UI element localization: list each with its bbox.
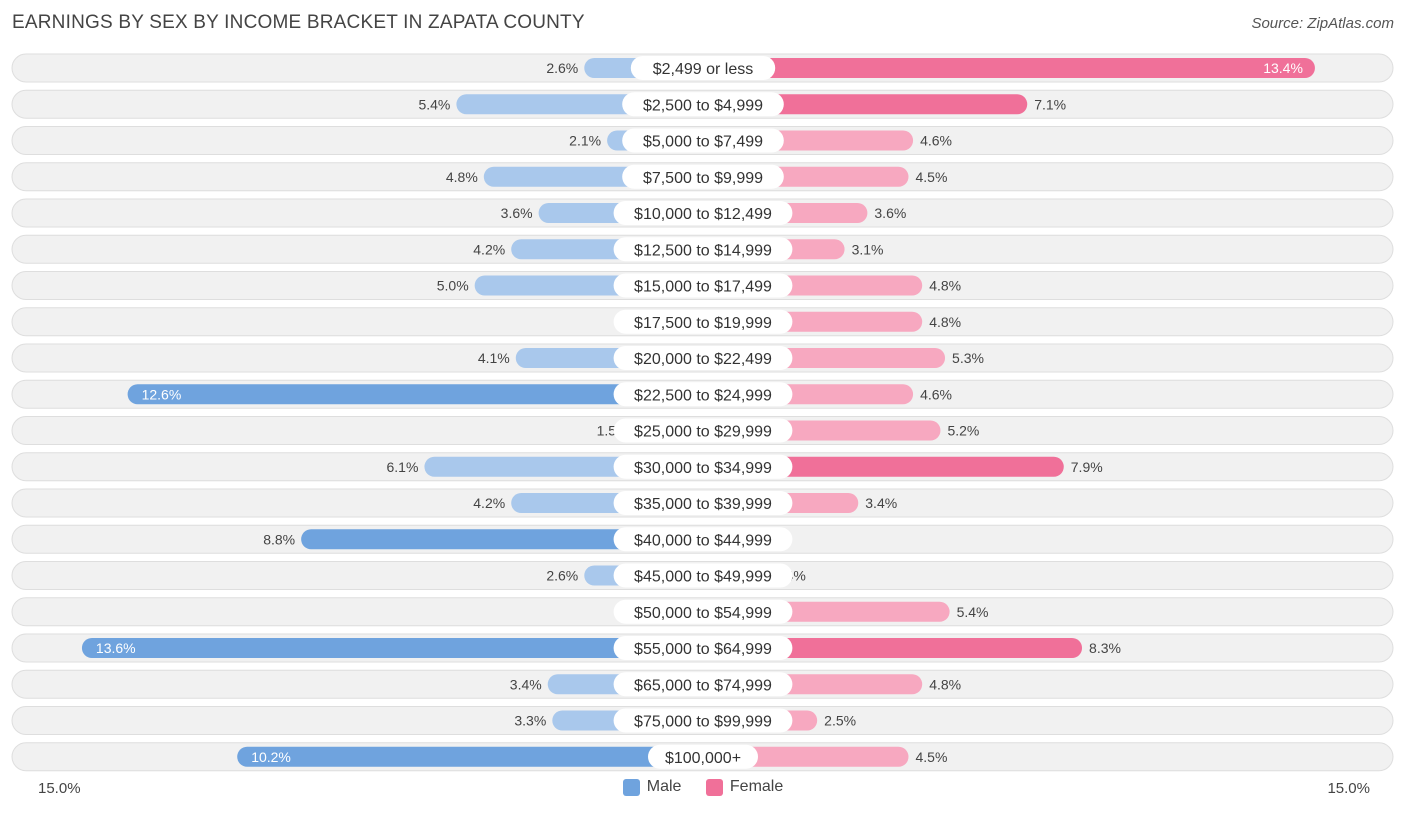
male-value-label: 5.0% — [437, 278, 469, 294]
male-value-label: 13.6% — [96, 640, 136, 656]
female-value-label: 4.8% — [929, 278, 961, 294]
male-value-label: 4.2% — [473, 241, 505, 257]
male-value-label: 3.4% — [510, 676, 542, 692]
male-value-label: 4.8% — [446, 169, 478, 185]
female-bar — [703, 638, 1083, 658]
female-bar — [703, 456, 1064, 477]
female-value-label: 8.3% — [1089, 640, 1121, 656]
category-label: $12,500 to $14,999 — [634, 242, 772, 259]
category-label-bg — [622, 128, 784, 153]
category-label: $50,000 to $54,999 — [634, 605, 772, 622]
category-label-bg — [622, 92, 784, 117]
category-label-bg — [613, 672, 793, 697]
male-value-label: 3.3% — [514, 713, 546, 729]
female-value-label: 5.4% — [957, 604, 989, 620]
male-value-label: 5.4% — [418, 96, 450, 112]
female-bar — [703, 94, 1028, 115]
legend-label-male: Male — [646, 778, 682, 795]
legend-item-male[interactable]: Male — [622, 778, 682, 796]
category-label-bg — [613, 346, 793, 370]
category-label-bg — [613, 599, 793, 624]
male-bar — [127, 384, 704, 405]
male-value-label: 4.1% — [478, 350, 510, 366]
male-bar — [81, 638, 703, 658]
male-value-label: 10.2% — [251, 749, 291, 765]
category-label: $2,499 or less — [653, 61, 754, 78]
category-label-bg — [613, 491, 793, 515]
category-label-bg — [613, 201, 793, 225]
female-value-label: 4.8% — [929, 314, 961, 330]
axis-right-label: 15.0% — [1327, 780, 1370, 797]
category-label: $20,000 to $22,499 — [634, 351, 772, 368]
legend: Male Female — [0, 778, 1406, 801]
category-label: $35,000 to $39,999 — [634, 496, 772, 513]
female-value-label: 13.4% — [1263, 60, 1303, 76]
male-value-label: 12.6% — [142, 386, 182, 402]
category-label-bg — [613, 636, 793, 660]
legend-item-female[interactable]: Female — [705, 778, 784, 796]
category-label-bg — [613, 708, 793, 733]
male-bar — [301, 529, 703, 550]
female-bar — [703, 58, 1315, 78]
male-value-label: 2.6% — [546, 568, 578, 584]
legend-swatch-female — [705, 778, 723, 796]
category-label: $25,000 to $29,999 — [634, 424, 772, 441]
male-value-label: 8.8% — [263, 531, 295, 547]
category-label-bg — [648, 744, 758, 769]
female-value-label: 7.9% — [1071, 459, 1103, 475]
female-value-label: 5.2% — [947, 423, 979, 439]
category-label-bg — [613, 527, 793, 552]
category-label: $7,500 to $9,999 — [643, 170, 763, 187]
category-label: $17,500 to $19,999 — [634, 315, 772, 332]
axis-left-label: 15.0% — [38, 780, 81, 797]
category-label-bg — [622, 164, 784, 189]
female-value-label: 2.5% — [824, 713, 856, 729]
female-value-label: 7.1% — [1034, 96, 1066, 112]
category-label-bg — [630, 56, 776, 80]
legend-swatch-male — [622, 778, 640, 796]
category-label-bg — [613, 382, 793, 407]
female-value-label: 4.6% — [920, 386, 952, 402]
female-value-label: 4.5% — [916, 749, 948, 765]
category-label: $65,000 to $74,999 — [634, 677, 772, 694]
legend-label-female: Female — [729, 778, 784, 795]
category-label: $55,000 to $64,999 — [634, 641, 772, 658]
male-value-label: 3.6% — [501, 205, 533, 221]
category-label: $75,000 to $99,999 — [634, 714, 772, 731]
category-label-bg — [613, 418, 793, 443]
source-label: Source: ZipAtlas.com — [1251, 15, 1394, 32]
category-label-bg — [613, 237, 793, 262]
category-label: $5,000 to $7,499 — [643, 134, 763, 151]
female-value-label: 5.3% — [952, 350, 984, 366]
category-label: $15,000 to $17,499 — [634, 279, 772, 296]
female-value-label: 3.6% — [874, 205, 906, 221]
category-label: $30,000 to $34,999 — [634, 460, 772, 477]
male-value-label: 4.2% — [473, 495, 505, 511]
category-label: $100,000+ — [665, 750, 741, 767]
category-label: $40,000 to $44,999 — [634, 532, 772, 549]
male-value-label: 2.6% — [546, 60, 578, 76]
male-value-label: 2.1% — [569, 133, 601, 149]
chart-title: EARNINGS BY SEX BY INCOME BRACKET IN ZAP… — [12, 12, 585, 33]
category-label-bg — [613, 563, 793, 588]
category-label-bg — [613, 454, 793, 479]
female-value-label: 3.1% — [852, 241, 884, 257]
category-label: $45,000 to $49,999 — [634, 569, 772, 586]
category-label: $22,500 to $24,999 — [634, 387, 772, 404]
female-value-label: 3.4% — [865, 495, 897, 511]
female-value-label: 4.5% — [916, 169, 948, 185]
category-label-bg — [613, 273, 793, 298]
male-bar — [237, 746, 703, 767]
male-value-label: 6.1% — [387, 459, 419, 475]
category-label: $2,500 to $4,999 — [643, 97, 763, 114]
category-label-bg — [613, 309, 793, 334]
category-label: $10,000 to $12,499 — [634, 206, 772, 223]
female-value-label: 4.8% — [929, 676, 961, 692]
female-value-label: 4.6% — [920, 133, 952, 149]
